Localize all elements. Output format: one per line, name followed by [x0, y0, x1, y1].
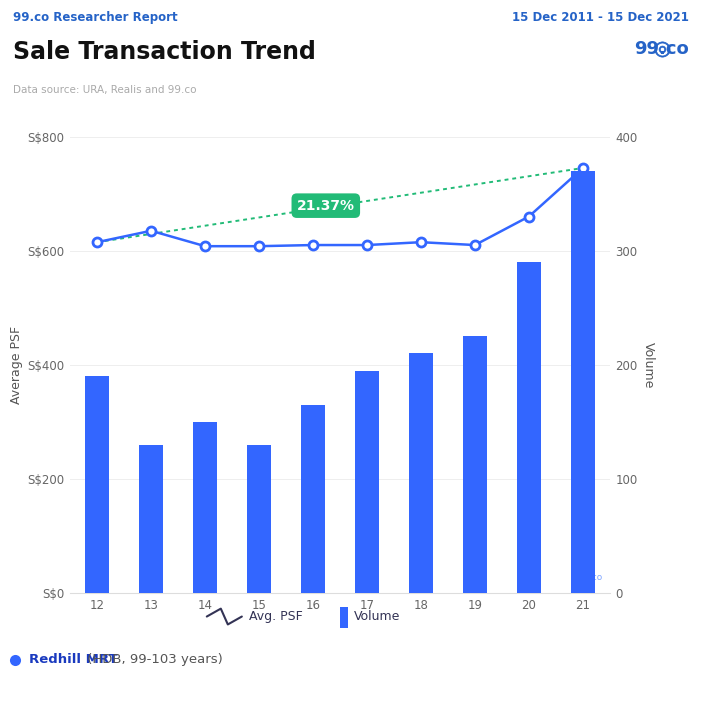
Text: Redhill MRT: Redhill MRT	[29, 653, 118, 667]
Text: Sale Transaction Trend: Sale Transaction Trend	[13, 40, 315, 63]
Bar	[139, 445, 163, 593]
Text: 📍 99co: 📍 99co	[571, 573, 601, 582]
Text: 15 Dec 2011 - 15 Dec 2021: 15 Dec 2011 - 15 Dec 2021	[512, 11, 688, 24]
Text: Avg. PSF: Avg. PSF	[249, 610, 303, 623]
Bar	[409, 354, 433, 593]
Bar	[517, 262, 541, 593]
Bar	[355, 370, 379, 593]
Bar	[193, 422, 217, 593]
Bar	[247, 445, 271, 593]
Text: Volume: Volume	[354, 610, 400, 623]
Text: (HDB, 99-103 years): (HDB, 99-103 years)	[83, 653, 222, 667]
Text: 21.37%: 21.37%	[297, 198, 355, 213]
Text: 99.co: 99.co	[634, 40, 688, 58]
Y-axis label: Average PSF: Average PSF	[10, 326, 23, 404]
Y-axis label: Volume: Volume	[642, 342, 655, 388]
Bar	[463, 336, 487, 593]
Bar	[571, 171, 595, 593]
Text: Data source: URA, Realis and 99.co: Data source: URA, Realis and 99.co	[13, 85, 196, 95]
Bar	[340, 607, 348, 628]
Text: 99.co Researcher Report: 99.co Researcher Report	[13, 11, 177, 24]
Bar	[85, 376, 109, 593]
Bar	[301, 405, 325, 593]
